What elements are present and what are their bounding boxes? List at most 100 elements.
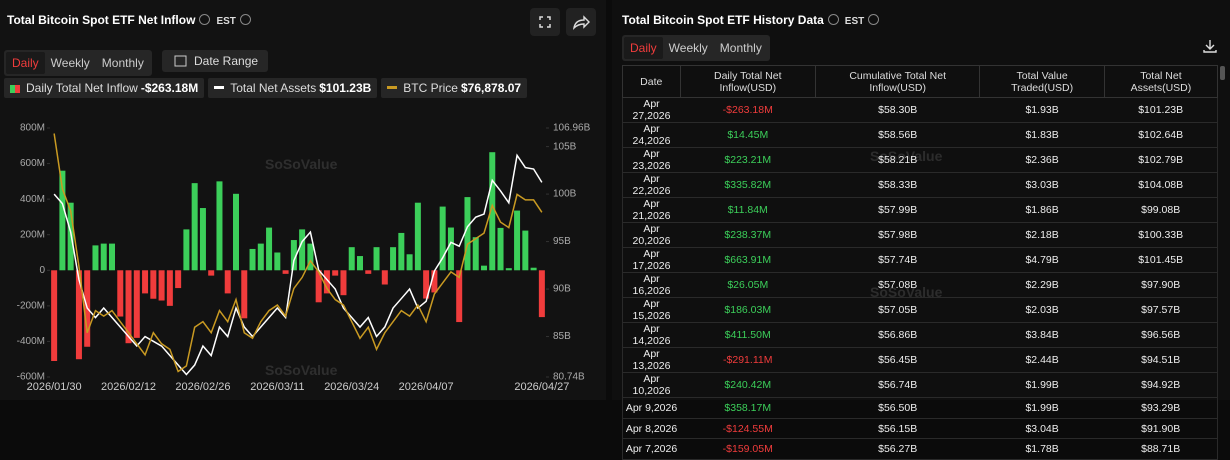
- share-button[interactable]: [566, 8, 596, 36]
- table-row[interactable]: Apr 13,2026 -$291.11M $56.45B $2.44B $94.51B: [622, 347, 1219, 373]
- info-icon[interactable]: [239, 14, 251, 25]
- x-tick-label: 2026/03/24: [324, 381, 379, 393]
- table-row[interactable]: Apr 20,2026 $238.37M $57.98B $2.18B $100.33B: [622, 222, 1219, 248]
- bar: [266, 227, 273, 271]
- tab[interactable]: Weekly: [50, 56, 90, 70]
- x-tick-label: 2026/02/26: [175, 381, 230, 393]
- table-cell: $1.78B: [979, 438, 1105, 460]
- table-cell: $56.27B: [815, 438, 980, 460]
- table-cell: $11.84M: [680, 197, 816, 223]
- bar: [59, 170, 66, 271]
- table-cell: $56.45B: [815, 347, 980, 373]
- bar: [315, 270, 322, 303]
- table-cell: $57.74B: [815, 247, 980, 273]
- table-row[interactable]: Apr 14,2026 $411.50M $56.86B $3.84B $96.56B: [622, 322, 1219, 348]
- table-row[interactable]: Apr 9,2026 $358.17M $56.50B $1.99B $93.29B: [622, 397, 1219, 419]
- bar: [224, 270, 231, 294]
- info-icon[interactable]: [827, 14, 839, 25]
- panel-title: Total Bitcoin Spot ETF History Data EST: [622, 13, 880, 27]
- info-icon[interactable]: [868, 14, 880, 25]
- tab[interactable]: Monthly: [719, 41, 762, 55]
- bar: [199, 208, 206, 271]
- legend-item[interactable]: BTC Price $76,878.07: [381, 78, 528, 98]
- table-cell: $56.50B: [815, 397, 980, 419]
- download-button[interactable]: [1202, 38, 1218, 54]
- table-cell: $240.42M: [680, 372, 816, 398]
- legend-value: -$263.18M: [140, 81, 199, 95]
- table-row[interactable]: Apr 17,2026 $663.91M $57.74B $4.79B $101.45B: [622, 247, 1219, 273]
- bar: [208, 270, 215, 276]
- y2-tick-label: 100B: [553, 189, 577, 200]
- bar: [348, 247, 355, 271]
- bar: [497, 227, 504, 271]
- bar: [373, 247, 380, 271]
- tab[interactable]: Monthly: [101, 56, 144, 70]
- legend-item[interactable]: Daily Total Net Inflow -$263.18M: [4, 78, 205, 98]
- x-tick-label: 2026/04/07: [399, 381, 454, 393]
- bar: [414, 202, 421, 271]
- column-header: Total Net Assets(USD): [1103, 65, 1219, 98]
- table-row[interactable]: Apr 21,2026 $11.84M $57.99B $1.86B $99.08B: [622, 197, 1219, 223]
- table-cell: $56.74B: [815, 372, 980, 398]
- y-tick-label: 0: [39, 265, 45, 276]
- scrollbar[interactable]: [1220, 66, 1225, 80]
- fullscreen-button[interactable]: [530, 8, 560, 36]
- table-cell: $57.99B: [815, 197, 980, 223]
- bar: [489, 152, 496, 271]
- table-row[interactable]: Apr 27,2026 -$263.18M $58.30B $1.93B $101.23…: [622, 97, 1219, 123]
- bar: [257, 243, 264, 271]
- table-cell: $58.30B: [815, 97, 980, 123]
- period-tabs: Daily Weekly Monthly: [4, 50, 152, 76]
- table-cell: -$159.05M: [680, 438, 816, 460]
- table-cell: $58.21B: [815, 147, 980, 173]
- table-cell: $223.21M: [680, 147, 816, 173]
- table-cell: -$124.55M: [680, 418, 816, 440]
- bar: [241, 270, 248, 319]
- table-row[interactable]: Apr 10,2026 $240.42M $56.74B $1.99B $94.92B: [622, 372, 1219, 398]
- legend-value: $101.23B: [319, 81, 372, 95]
- table-cell: $1.93B: [979, 97, 1105, 123]
- y2-tick-label: 95B: [553, 236, 571, 247]
- bar: [406, 254, 413, 271]
- tab[interactable]: Daily: [6, 52, 45, 74]
- legend: Daily Total Net Inflow -$263.18M Total Ne…: [4, 78, 528, 98]
- timezone[interactable]: EST: [844, 16, 865, 27]
- tab[interactable]: Weekly: [668, 41, 708, 55]
- page: Total Bitcoin Spot ETF Net Inflow EST Dai…: [4, 8, 1225, 460]
- bar: [481, 265, 487, 271]
- table-cell: Apr 10,2026: [622, 372, 681, 398]
- info-icon[interactable]: [199, 14, 211, 25]
- chart: 800M 600M 400M 200M 0 -200M -400M -600M 106.96B 1…: [17, 123, 591, 393]
- table-row[interactable]: Apr 15,2026 $186.03M $57.05B $2.03B $97.57B: [622, 297, 1219, 323]
- x-tick-label: 2026/01/30: [27, 381, 82, 393]
- column-header: Total Value Traded(USD): [979, 65, 1105, 98]
- tab[interactable]: Daily: [624, 37, 663, 59]
- bar: [67, 202, 74, 271]
- table-cell: $4.79B: [979, 247, 1105, 273]
- table-cell: $2.03B: [979, 297, 1105, 323]
- watermark: SoSoValue: [265, 362, 338, 378]
- timezone[interactable]: EST: [216, 16, 236, 27]
- legend-item[interactable]: Total Net Assets $101.23B: [208, 78, 378, 98]
- table-row[interactable]: Apr 16,2026 $26.05M $57.08B $2.29B $97.90B: [622, 272, 1219, 298]
- table-row[interactable]: Apr 7,2026 -$159.05M $56.27B $1.78B $88.71B: [622, 438, 1219, 460]
- table-cell: $58.56B: [815, 122, 980, 148]
- table-row[interactable]: Apr 23,2026 $223.21M $58.21B $2.36B $102.79B: [622, 147, 1219, 173]
- table-row[interactable]: Apr 24,2026 $14.45M $58.56B $1.83B $102.64B: [622, 122, 1219, 148]
- bar: [522, 230, 529, 271]
- bar: [431, 270, 438, 293]
- table-row[interactable]: Apr 8,2026 -$124.55M $56.15B $3.04B $91.90B: [622, 418, 1219, 440]
- title-text: Total Bitcoin Spot ETF Net Inflow: [7, 13, 196, 27]
- bar: [274, 252, 281, 271]
- y2-tick-label: 85B: [553, 331, 571, 342]
- date-range-button[interactable]: Date Range: [162, 50, 268, 72]
- bar: [340, 270, 347, 296]
- bar: [447, 227, 454, 271]
- table-cell: $102.79B: [1104, 147, 1219, 173]
- table-cell: $3.03B: [979, 172, 1105, 198]
- table-row[interactable]: Apr 22,2026 $335.82M $58.33B $3.03B $104.08B: [622, 172, 1219, 198]
- bar: [307, 243, 314, 271]
- bar: [299, 229, 306, 271]
- table-cell: $57.98B: [815, 222, 980, 248]
- table-cell: $56.15B: [815, 418, 980, 440]
